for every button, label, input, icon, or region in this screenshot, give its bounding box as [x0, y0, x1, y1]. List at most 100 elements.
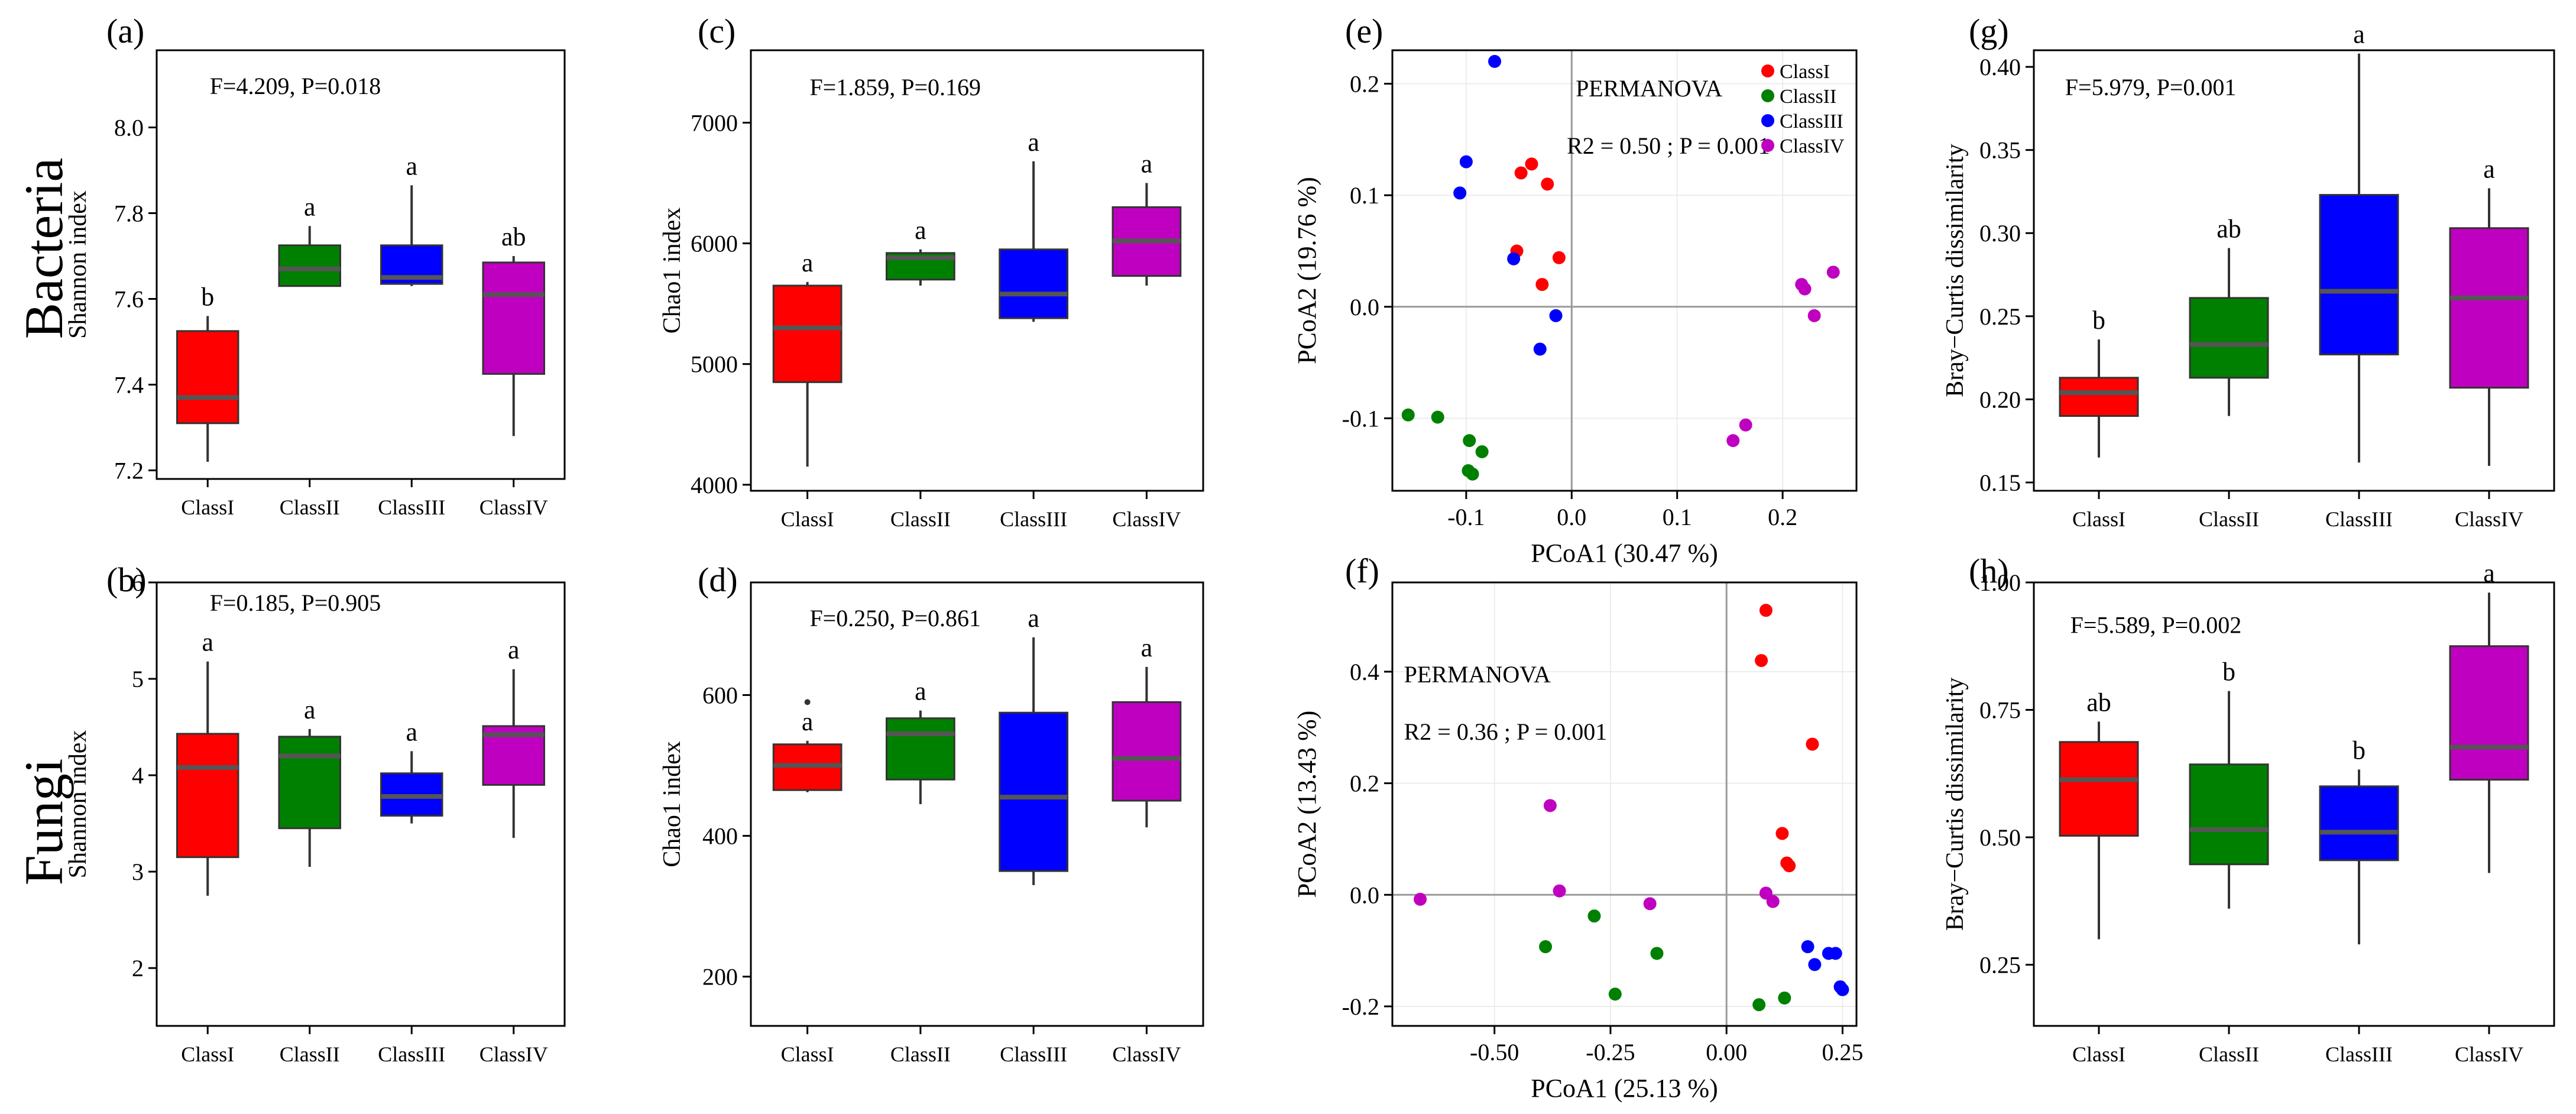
group-letter-classiii: a — [1028, 604, 1039, 633]
x-tick-label-classii: ClassII — [280, 496, 340, 519]
panel-h: (h) 0.25 0.50 0.75 1.00 Bray−Curtis dissimila… — [1942, 552, 2555, 1066]
x-tick-label-classii: ClassII — [890, 1042, 951, 1066]
point-classii-4 — [1778, 991, 1791, 1005]
y-tick-label: 0.1 — [1350, 182, 1379, 209]
x-axis-label: PCoA1 (30.47 %) — [1531, 539, 1718, 568]
y-tick-label: 600 — [702, 682, 738, 708]
y-tick-label: 400 — [702, 823, 738, 850]
y-axis-label: Bray−Curtis dissimilarity — [1942, 144, 1969, 397]
box-classii — [2189, 763, 2269, 866]
y-axis-label: PCoA2 (19.76 %) — [1292, 177, 1321, 364]
point-classiv-1 — [1414, 892, 1427, 906]
x-tick-label-classiii: ClassIII — [2325, 1042, 2393, 1066]
y-axis-label: Chao1 index — [659, 208, 686, 333]
group-letter-classi: a — [202, 628, 213, 657]
y-axis-label: Shannon index — [64, 730, 92, 879]
panel-b: (b) 2 3 4 5 6 Shannon index ClassI a ClassII a Clas… — [64, 561, 566, 1066]
y-tick-label: -0.1 — [1342, 405, 1379, 432]
y-tick-label: 0.0 — [1350, 882, 1379, 908]
point-classii-2 — [1463, 434, 1476, 448]
x-tick-label-classi: ClassI — [781, 507, 834, 531]
panel-d: (d) 200 400 600 Chao1 index ClassI a ClassII a Cl… — [659, 561, 1204, 1066]
panel-label-e: (e) — [1345, 12, 1383, 50]
panel-label-h: (h) — [1969, 552, 2009, 590]
panel-c: (c) 4000 5000 6000 7000 Chao1 index ClassI a Cla… — [659, 12, 1204, 531]
plot-border-e — [1391, 49, 1858, 492]
point-classii-5 — [1752, 998, 1766, 1012]
outlier-classi — [804, 699, 811, 705]
group-letter-classiii: a — [406, 151, 417, 180]
row-label-fungi: Fungi — [14, 759, 74, 886]
point-classi-0 — [1525, 157, 1538, 171]
x-tick-label: -0.50 — [1470, 1039, 1519, 1066]
box-classiv — [1112, 701, 1182, 802]
legend-label-classii: ClassII — [1780, 86, 1836, 108]
x-tick-label-classii: ClassII — [280, 1042, 340, 1066]
point-classiii-2 — [1829, 947, 1842, 960]
panel-label-c: (c) — [698, 12, 735, 50]
point-classi-2 — [1806, 737, 1819, 751]
x-tick-label: -0.1 — [1447, 504, 1485, 530]
y-tick-label: 8.0 — [114, 115, 144, 141]
point-classii-1 — [1431, 410, 1444, 424]
point-classi-5 — [1783, 859, 1796, 873]
x-tick-label: 0.2 — [1768, 504, 1797, 530]
legend-marker-classii — [1761, 89, 1774, 102]
group-letter-classii: a — [304, 695, 316, 724]
legend-marker-classiii — [1761, 114, 1774, 127]
x-tick-label: 0.25 — [1822, 1039, 1863, 1066]
box-classiii — [999, 711, 1068, 872]
y-tick-label: 6000 — [691, 231, 738, 257]
point-classiv-0 — [1826, 265, 1840, 279]
legend-label-classiii: ClassIII — [1780, 111, 1843, 132]
y-tick-label: 4000 — [691, 472, 738, 498]
y-tick-label: -0.2 — [1342, 993, 1379, 1020]
point-classiv-3 — [1643, 897, 1657, 911]
x-tick-label-classi: ClassI — [181, 496, 234, 519]
stat-text-h: F=5.589, P=0.002 — [2070, 611, 2242, 638]
point-classi-4 — [1552, 251, 1566, 264]
x-tick-label: 0.0 — [1557, 504, 1586, 530]
plot-frame-d — [750, 581, 1204, 1027]
panel-label-f: (f) — [1345, 552, 1379, 590]
legend-marker-classi — [1761, 64, 1774, 77]
point-classii-5 — [1466, 467, 1479, 481]
x-tick-label-classi: ClassI — [781, 1042, 834, 1066]
y-tick-label: 0.25 — [1979, 303, 2021, 330]
y-tick-label: 0.25 — [1979, 952, 2021, 979]
y-axis-label: PCoA2 (13.43 %) — [1292, 711, 1321, 898]
box-classii — [278, 244, 341, 287]
group-letter-classiv: ab — [501, 222, 526, 251]
y-tick-label: 7.6 — [114, 286, 144, 313]
group-letter-classiv: a — [1141, 150, 1153, 179]
y-tick-label: 0.15 — [1979, 469, 2021, 496]
permanova-stat: R2 = 0.50 ; P = 0.001 — [1567, 132, 1770, 159]
point-classiii-3 — [1507, 252, 1521, 265]
point-classiii-4 — [1549, 309, 1563, 322]
box-classi — [176, 330, 239, 425]
x-tick-label-classiii: ClassIII — [1000, 507, 1067, 531]
legend-marker-classiv — [1761, 139, 1774, 152]
y-tick-label: 7.8 — [114, 200, 144, 227]
group-letter-classiv: a — [508, 636, 520, 665]
plot-frame-f — [1391, 581, 1858, 1027]
point-classi-5 — [1535, 278, 1549, 292]
point-classiv-5 — [1766, 895, 1780, 908]
x-tick-label-classiii: ClassIII — [2325, 507, 2393, 531]
x-tick-label-classi: ClassI — [181, 1042, 234, 1066]
stat-text-g: F=5.979, P=0.001 — [2065, 74, 2237, 101]
point-classiii-1 — [1459, 155, 1473, 169]
point-classiii-3 — [1808, 958, 1822, 971]
point-classi-2 — [1541, 177, 1554, 191]
plot-border-f — [1391, 581, 1858, 1027]
legend-label-classiv: ClassIV — [1780, 135, 1845, 157]
group-letter-classii: a — [915, 677, 926, 706]
y-tick-label: 0.20 — [1979, 386, 2021, 413]
point-classiv-3 — [1807, 309, 1821, 322]
panel-g: (g) 0.15 0.20 0.25 0.30 0.35 0.40 Bray−Curtis d… — [1942, 12, 2555, 531]
box-classiv — [2449, 645, 2529, 781]
y-tick-label: 6 — [132, 569, 144, 596]
y-tick-label: 7.2 — [114, 458, 144, 484]
group-letter-classiii: a — [1028, 128, 1039, 157]
group-letter-classi: b — [2092, 306, 2105, 335]
